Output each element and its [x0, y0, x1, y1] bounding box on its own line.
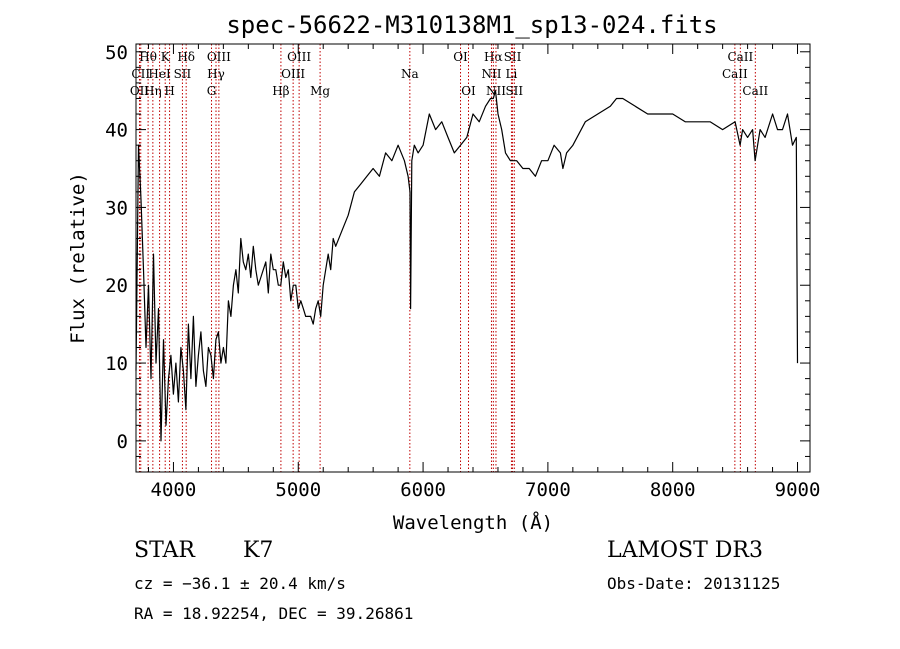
marker-label-5: HeI	[148, 67, 171, 81]
x-axis-label: Wavelength (Å)	[393, 511, 553, 534]
marker-label-15: Mg	[310, 84, 330, 98]
class-label: STAR	[134, 538, 195, 563]
coordinates-text: RA = 18.92254, DEC = 39.26861	[134, 604, 414, 623]
marker-label-21: NII	[481, 67, 501, 81]
marker-label-10: Hγ	[207, 67, 225, 81]
chart-title: spec-56622-M310138M1_sp13-024.fits	[226, 11, 717, 39]
marker-label-26: CaII	[722, 67, 748, 81]
redshift-text: cz = −36.1 ± 20.4 km/s	[134, 574, 346, 593]
axis-ticks: 4000 5000 6000 7000 8000 9000 0 10 20 30 40 50	[105, 42, 820, 501]
marker-label-17: OI	[453, 50, 468, 64]
marker-label-14: OIII	[281, 67, 305, 81]
marker-label-16: Na	[401, 67, 419, 81]
x-tick-label-7000: 7000	[525, 479, 571, 501]
marker-label-2: OII	[130, 84, 150, 98]
marker-label-0: Hθ	[139, 50, 157, 64]
subclass-label: K7	[243, 538, 274, 563]
y-tick-label-20: 20	[105, 275, 128, 297]
x-tick-label-8000: 8000	[650, 479, 696, 501]
spectrum-series-line	[135, 90, 799, 442]
plot-frame	[135, 43, 811, 473]
survey-label: LAMOST DR3	[607, 538, 763, 563]
x-tick-label-4000: 4000	[151, 479, 197, 501]
marker-label-8: SII	[174, 67, 192, 81]
obs-date-text: Obs-Date: 20131125	[607, 574, 781, 593]
marker-label-25: CaII	[727, 50, 753, 64]
marker-label-27: CaII	[742, 84, 768, 98]
y-tick-label-10: 10	[105, 353, 128, 375]
marker-label-12: Hβ	[272, 84, 289, 98]
y-tick-label-40: 40	[105, 120, 128, 142]
marker-label-7: Hδ	[177, 50, 195, 64]
marker-label-11: G	[207, 84, 217, 98]
marker-label-19: Hα	[484, 50, 503, 64]
y-tick-label-30: 30	[105, 197, 128, 219]
marker-label-6: H	[164, 84, 174, 98]
marker-label-18: OI	[461, 84, 476, 98]
marker-label-3: Hη	[144, 84, 162, 98]
x-tick-label-5000: 5000	[275, 479, 321, 501]
marker-label-22: Li	[506, 67, 518, 81]
marker-label-24: SII	[505, 84, 523, 98]
x-tick-label-6000: 6000	[400, 479, 446, 501]
y-tick-label-50: 50	[105, 42, 128, 64]
marker-label-9: OIII	[207, 50, 231, 64]
x-tick-label-9000: 9000	[775, 479, 821, 501]
y-axis-label: Flux (relative)	[67, 172, 89, 344]
y-tick-label-0: 0	[117, 431, 128, 453]
marker-label-20: SII	[504, 50, 522, 64]
marker-label-13: OIII	[287, 50, 311, 64]
marker-label-4: K	[161, 50, 171, 64]
